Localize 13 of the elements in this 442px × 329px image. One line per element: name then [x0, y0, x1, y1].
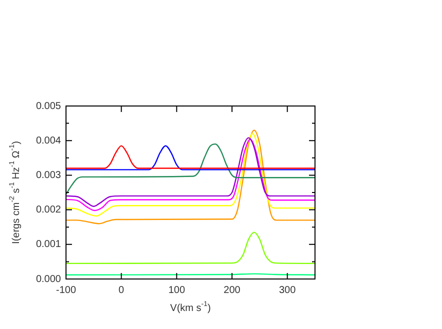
x-tick-label: 300	[278, 284, 296, 296]
line-series	[66, 232, 315, 264]
line-series	[66, 143, 315, 195]
y-tick-label: 0.001	[36, 239, 62, 250]
x-tick-label: 100	[168, 284, 186, 296]
x-tick-label: 200	[224, 284, 241, 296]
x-tick-label: 0	[118, 284, 125, 296]
y-tick-label: 0.005	[36, 100, 62, 112]
y-tick-label: 0.003	[36, 170, 62, 181]
y-tick-label: 0.004	[36, 135, 62, 146]
x-tick-label: -100	[56, 284, 76, 296]
y-tick-label: 0.002	[36, 204, 62, 216]
y-tick-label: 0.000	[36, 274, 62, 285]
